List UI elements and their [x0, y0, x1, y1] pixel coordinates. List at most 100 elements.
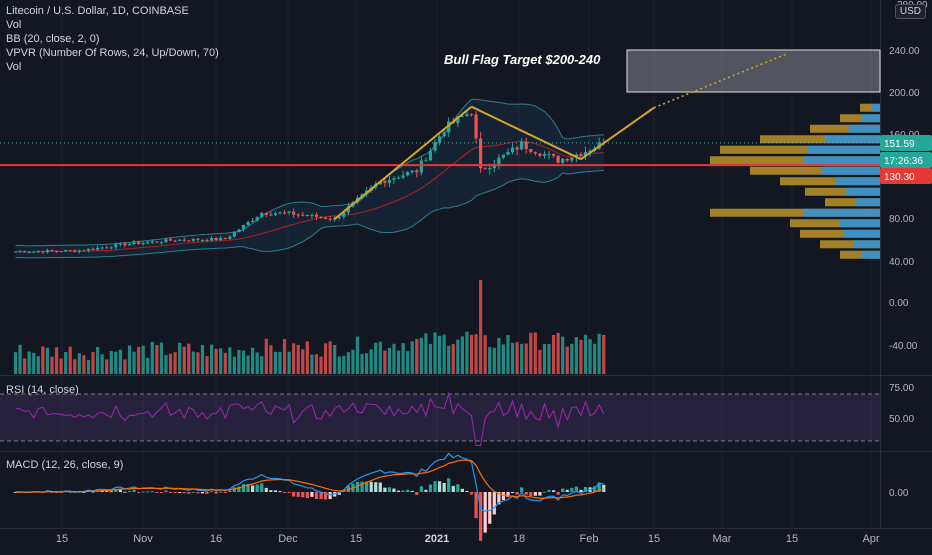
candle	[474, 114, 478, 139]
vpvr-row-up	[848, 124, 880, 133]
vpvr-row-up	[803, 208, 880, 217]
macd-histogram-bar	[109, 491, 113, 493]
time-axis-tick: 16	[210, 533, 222, 545]
macd-histogram-bar	[209, 491, 214, 493]
volume-bar	[337, 356, 341, 374]
volume-bar	[588, 339, 592, 374]
macd-histogram-bar	[118, 489, 122, 492]
volume-bar	[196, 352, 200, 374]
candle	[469, 114, 474, 116]
candle	[187, 240, 191, 242]
candle	[301, 214, 305, 216]
candle	[219, 237, 223, 241]
candle	[191, 238, 195, 241]
price-label: 130.30	[884, 172, 915, 183]
rsi-label[interactable]: RSI (14, close)	[6, 384, 79, 396]
rsi-band	[0, 394, 880, 441]
volume-bar	[392, 343, 396, 374]
volume-bar	[36, 356, 40, 374]
vpvr-row-up	[855, 198, 880, 207]
candle	[241, 224, 246, 230]
volume-bar	[59, 358, 63, 374]
legend-vpvr[interactable]: VPVR (Number Of Rows, 24, Up/Down, 70)	[6, 47, 219, 59]
candle	[292, 211, 296, 215]
macd-histogram-bar	[273, 490, 278, 492]
macd-histogram-bar	[228, 490, 232, 492]
candle	[401, 175, 405, 178]
volume-bar	[114, 351, 118, 374]
macd-histogram-bar	[488, 492, 492, 524]
volume-bar	[474, 334, 478, 374]
candle	[64, 250, 68, 252]
macd-histogram-bar	[597, 482, 601, 492]
volume-bar	[483, 335, 487, 374]
candle	[223, 237, 227, 240]
vpvr-row	[710, 156, 880, 165]
vpvr-row	[825, 198, 880, 207]
volume-bar	[228, 347, 232, 374]
volume-bar	[137, 346, 141, 374]
currency-button[interactable]: USD	[894, 4, 926, 19]
volume-bar	[150, 341, 154, 374]
macd-histogram-bar	[542, 491, 547, 493]
macd-histogram-bar	[355, 481, 360, 492]
macd-histogram-bar	[292, 492, 296, 497]
candle	[282, 212, 287, 214]
volume-bar	[506, 335, 510, 374]
volume-bar	[282, 339, 287, 374]
trend-line	[471, 105, 582, 161]
macd-histogram-bar	[105, 491, 109, 493]
macd-histogram-bar	[501, 492, 506, 500]
symbol-title[interactable]: Litecoin / U.S. Dollar, 1D, COINBASE	[6, 5, 189, 17]
volume-bar	[13, 352, 18, 374]
legend-vol-2[interactable]: Vol	[6, 61, 22, 73]
candle	[488, 168, 492, 170]
chart-legend: Litecoin / U.S. Dollar, 1D, COINBASE Vol…	[6, 4, 219, 74]
target-annotation: Bull Flag Target $200-240	[444, 52, 601, 67]
volume-bar	[292, 343, 296, 374]
legend-bb[interactable]: BB (20, close, 2, 0)	[6, 33, 100, 45]
candle	[310, 214, 314, 216]
volume-bar	[410, 341, 414, 374]
candle	[100, 247, 104, 249]
volume-bar	[419, 337, 423, 374]
vpvr-row-up	[862, 250, 880, 259]
macd-histogram-bar	[520, 487, 524, 492]
vpvr-row	[840, 250, 880, 259]
macd-histogram-bar	[187, 492, 191, 494]
volume-bar	[355, 336, 360, 374]
candle	[246, 221, 250, 225]
volume-bar	[515, 342, 519, 374]
volume-bar	[200, 344, 205, 374]
volume-bar	[296, 344, 300, 374]
volume-bar	[561, 336, 565, 374]
volume-bar	[237, 349, 241, 374]
volume-bar	[310, 354, 314, 374]
time-axis-tick: Feb	[580, 533, 599, 545]
volume-bar	[547, 344, 551, 374]
volume-bar	[77, 353, 81, 374]
macd-histogram-bar	[410, 490, 414, 492]
macd-histogram-bar	[492, 492, 496, 515]
target-zone-box	[626, 49, 881, 93]
macd-histogram-bar	[164, 490, 168, 492]
macd-histogram-bar	[565, 489, 569, 492]
candle	[95, 247, 100, 250]
candle	[465, 114, 469, 117]
volume-bar	[260, 356, 264, 374]
candle	[196, 238, 200, 241]
candle	[200, 239, 205, 241]
macd-histogram-bar	[328, 492, 332, 500]
candle	[59, 251, 63, 253]
volume-bar	[232, 356, 236, 374]
legend-vol[interactable]: Vol	[6, 19, 22, 31]
candle	[273, 213, 278, 216]
time-axis-tick: Mar	[713, 533, 732, 545]
macd-label[interactable]: MACD (12, 26, close, 9)	[6, 459, 124, 471]
candle	[214, 237, 218, 241]
volume-bar	[23, 358, 27, 374]
macd-histogram-bar	[342, 490, 346, 492]
macd-histogram-bar	[365, 481, 369, 492]
macd-histogram-bar	[483, 492, 487, 533]
